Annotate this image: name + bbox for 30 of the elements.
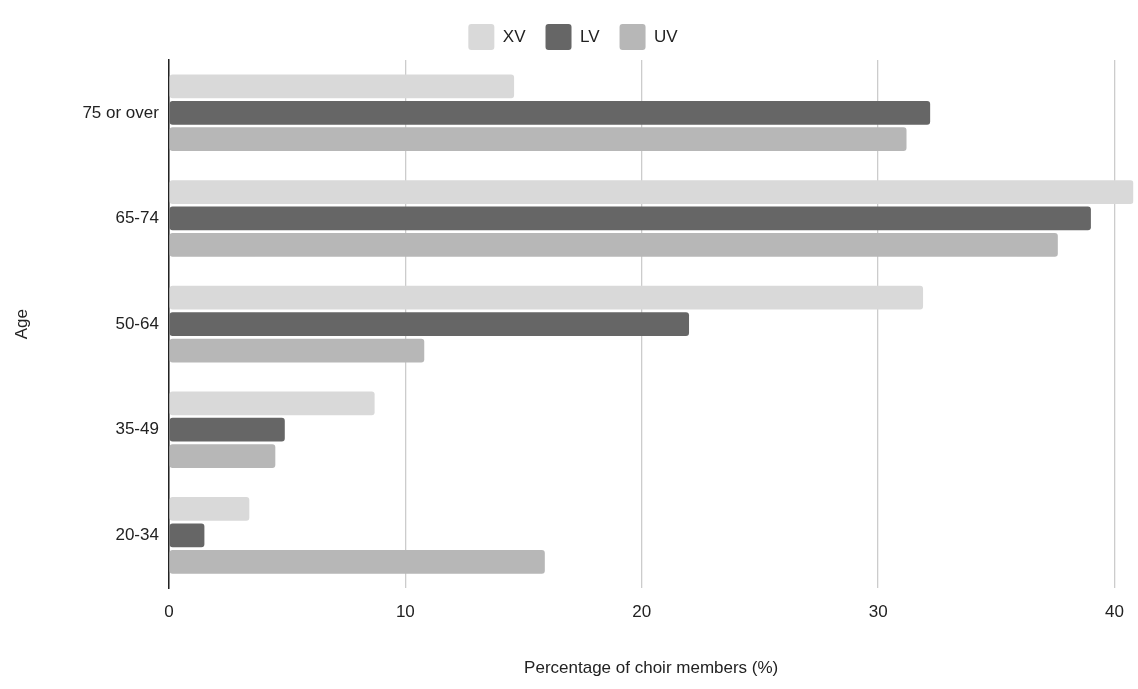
x-tick-label: 0	[164, 602, 174, 622]
bar	[169, 100, 931, 125]
bar	[169, 74, 515, 99]
bar	[169, 549, 545, 574]
y-tick-label: 35-49	[115, 419, 159, 439]
bar	[169, 444, 276, 469]
x-axis-title: Percentage of choir members (%)	[524, 658, 779, 678]
y-tick-label: 50-64	[115, 313, 159, 333]
y-tick-label: 20-34	[115, 525, 159, 545]
bar	[169, 338, 425, 363]
legend-label: XV	[502, 26, 527, 46]
bar	[169, 497, 250, 521]
x-tick-label: 40	[1105, 602, 1125, 622]
bar	[169, 391, 375, 416]
bar	[169, 232, 1058, 257]
x-tick-label: 30	[868, 602, 888, 622]
x-tick-label: 20	[632, 602, 652, 622]
bar	[169, 285, 924, 310]
y-tick-label: 65-74	[115, 208, 159, 228]
y-tick-label: 75 or over	[82, 102, 160, 122]
x-tick-label: 10	[395, 602, 415, 622]
legend-label: LV	[580, 26, 601, 46]
legend-label: UV	[654, 26, 679, 46]
bar	[169, 523, 205, 548]
bar	[169, 417, 285, 442]
y-axis-title: Age	[11, 308, 31, 340]
bar	[169, 180, 1134, 204]
bar	[169, 127, 907, 152]
bar	[169, 312, 690, 336]
bar	[169, 206, 1091, 231]
